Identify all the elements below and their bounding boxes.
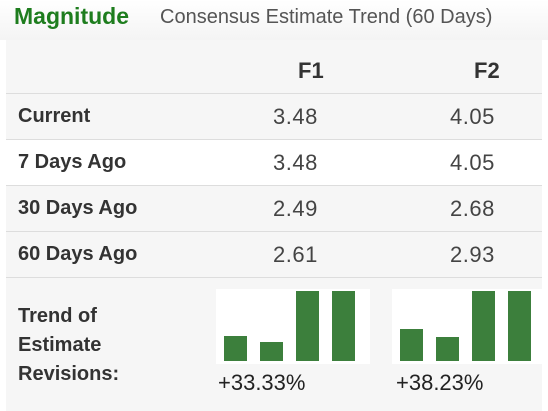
widget-header: Magnitude Consensus Estimate Trend (60 D… bbox=[0, 0, 548, 40]
trend-label-line: Revisions: bbox=[18, 363, 120, 385]
row-label-30-days: 30 Days Ago bbox=[18, 197, 138, 219]
table-row bbox=[6, 94, 542, 139]
cell-7-days-f2: 4.05 bbox=[450, 150, 495, 175]
row-label-7-days: 7 Days Ago bbox=[18, 151, 127, 173]
column-header-row bbox=[6, 40, 542, 93]
cell-30-days-f1: 2.49 bbox=[273, 196, 318, 221]
column-header-f1: F1 bbox=[298, 58, 324, 83]
f2-revision-change: +38.23% bbox=[396, 370, 484, 395]
trend-label-line: Estimate bbox=[18, 334, 102, 356]
cell-7-days-f1: 3.48 bbox=[273, 150, 318, 175]
f1-revision-change: +33.33% bbox=[218, 370, 306, 395]
row-label-current: Current bbox=[18, 105, 91, 127]
cell-60-days-f2: 2.93 bbox=[450, 242, 495, 267]
table-row bbox=[6, 232, 542, 277]
brand-title: Magnitude bbox=[14, 3, 129, 29]
table-row bbox=[6, 186, 542, 231]
row-divider bbox=[6, 231, 542, 232]
f1-revision-sparkline bbox=[216, 289, 370, 364]
trend-label: Trend of Estimate Revisions: bbox=[18, 302, 119, 389]
f2-revision-sparkline bbox=[392, 289, 542, 364]
revision-bar bbox=[472, 291, 495, 361]
column-header-f2: F2 bbox=[474, 58, 500, 83]
revision-bar bbox=[508, 291, 531, 361]
row-divider bbox=[6, 93, 542, 94]
table-row bbox=[6, 140, 542, 185]
cell-60-days-f1: 2.61 bbox=[273, 242, 318, 267]
row-label-60-days: 60 Days Ago bbox=[18, 243, 138, 265]
cell-30-days-f2: 2.68 bbox=[450, 196, 495, 221]
row-divider bbox=[6, 277, 542, 278]
revision-bar bbox=[332, 291, 355, 361]
revision-bar bbox=[296, 291, 319, 361]
revision-bar bbox=[400, 329, 423, 361]
cell-current-f1: 3.48 bbox=[273, 104, 318, 129]
row-divider bbox=[6, 139, 542, 140]
trend-label-line: Trend of bbox=[18, 305, 97, 327]
revision-bar bbox=[260, 342, 283, 361]
widget-subtitle: Consensus Estimate Trend (60 Days) bbox=[160, 6, 493, 28]
row-divider bbox=[6, 185, 542, 186]
revision-bar bbox=[436, 337, 459, 361]
cell-current-f2: 4.05 bbox=[450, 104, 495, 129]
revision-bar bbox=[224, 336, 247, 361]
